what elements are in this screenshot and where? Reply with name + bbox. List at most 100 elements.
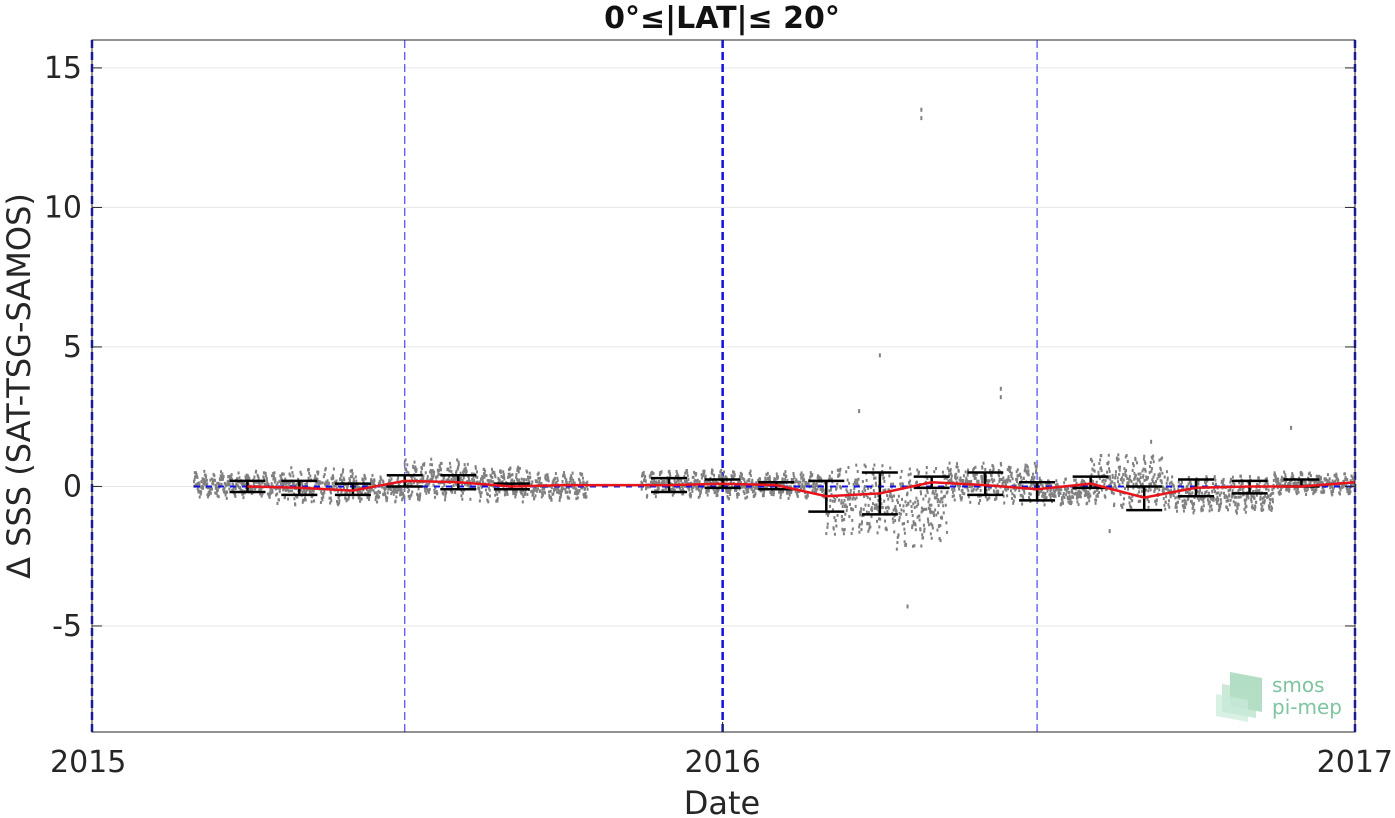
data-point — [1083, 494, 1086, 498]
data-point — [345, 497, 348, 501]
data-point — [1197, 479, 1200, 483]
data-point — [516, 468, 519, 472]
data-point — [528, 480, 531, 484]
data-point — [921, 533, 924, 537]
data-point — [516, 477, 519, 481]
data-point — [1090, 473, 1093, 477]
data-point — [391, 490, 394, 494]
data-point — [373, 491, 376, 495]
data-point — [1162, 487, 1165, 491]
data-point — [1125, 468, 1128, 472]
data-point — [330, 491, 333, 495]
data-point — [948, 461, 951, 465]
data-point — [496, 497, 499, 501]
data-point — [870, 515, 873, 519]
data-point — [840, 501, 843, 505]
data-point — [731, 474, 734, 478]
data-point — [873, 506, 876, 510]
data-point — [769, 491, 772, 495]
data-point — [1109, 477, 1112, 481]
data-point — [790, 489, 793, 493]
data-point — [367, 489, 370, 493]
data-point — [1198, 491, 1201, 495]
data-point — [993, 490, 996, 494]
data-point — [899, 503, 902, 507]
data-point — [1054, 494, 1057, 498]
data-point — [694, 473, 697, 477]
data-point — [418, 494, 421, 498]
data-point — [308, 471, 311, 475]
data-point — [837, 498, 840, 502]
data-point — [520, 489, 523, 493]
data-point — [954, 475, 957, 479]
data-point — [256, 480, 259, 484]
data-point — [1126, 460, 1129, 464]
data-point — [1148, 465, 1151, 469]
data-point — [642, 470, 645, 474]
data-point — [329, 489, 332, 493]
data-point — [825, 512, 828, 516]
data-point — [384, 492, 387, 496]
data-point — [232, 483, 235, 487]
data-point — [1004, 483, 1007, 487]
data-point — [407, 471, 410, 475]
data-point — [1235, 495, 1238, 499]
data-point — [232, 488, 235, 492]
data-point — [725, 490, 728, 494]
data-point — [1148, 471, 1151, 475]
data-point — [497, 476, 500, 480]
data-point — [783, 473, 786, 477]
data-point — [691, 489, 694, 493]
data-point — [645, 486, 648, 490]
data-point — [1212, 482, 1215, 486]
data-point — [369, 488, 372, 492]
data-point — [1038, 490, 1041, 494]
data-point — [1046, 482, 1049, 486]
data-point — [327, 481, 330, 485]
data-point — [946, 466, 949, 470]
data-point — [577, 491, 580, 495]
data-point — [465, 469, 468, 473]
data-point — [965, 478, 968, 482]
data-point — [339, 476, 342, 480]
data-point — [911, 513, 914, 517]
data-point — [217, 486, 220, 490]
data-point — [1020, 494, 1023, 498]
data-point — [445, 491, 448, 495]
data-point — [291, 471, 294, 475]
data-point — [845, 470, 848, 474]
data-point — [735, 487, 738, 491]
data-point — [1165, 487, 1168, 491]
data-point — [958, 487, 961, 491]
data-point — [408, 497, 411, 501]
data-point — [457, 465, 460, 469]
data-point — [733, 473, 736, 477]
data-point — [377, 489, 380, 493]
data-point — [1013, 495, 1016, 499]
data-point — [926, 489, 929, 493]
data-point — [199, 485, 202, 489]
data-point — [1067, 500, 1070, 504]
data-point — [1074, 478, 1077, 482]
data-point — [1301, 473, 1304, 477]
data-point — [1117, 457, 1120, 461]
data-point — [1005, 488, 1008, 492]
data-point — [1315, 474, 1318, 478]
data-point — [916, 515, 919, 519]
data-point — [461, 483, 464, 487]
data-point — [192, 480, 195, 484]
data-point — [1177, 480, 1180, 484]
data-point — [1099, 458, 1102, 462]
data-point — [468, 485, 471, 489]
data-point — [371, 479, 374, 483]
data-point — [539, 476, 542, 480]
data-point — [692, 485, 695, 489]
data-point — [544, 477, 547, 481]
data-point — [1114, 484, 1117, 488]
data-point — [801, 485, 804, 489]
data-point — [273, 480, 276, 484]
data-point — [828, 477, 831, 481]
data-point — [222, 476, 225, 480]
data-point — [1005, 478, 1008, 482]
data-point — [1062, 501, 1065, 505]
